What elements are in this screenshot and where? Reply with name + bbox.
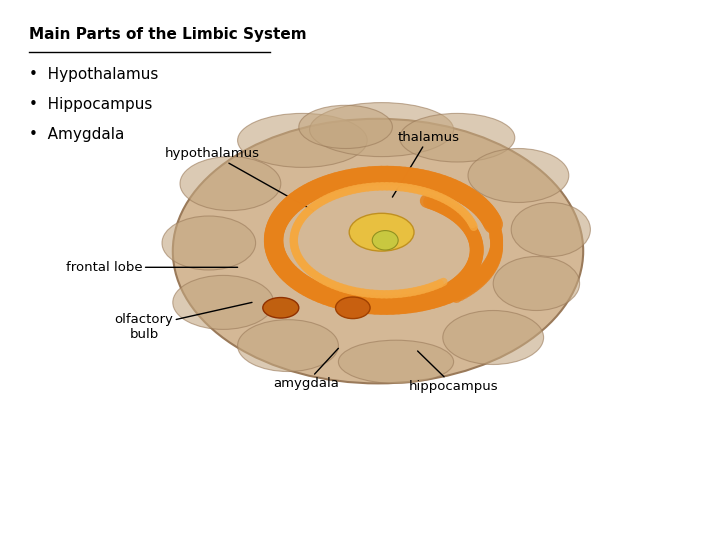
Ellipse shape <box>180 157 281 211</box>
Ellipse shape <box>173 275 274 329</box>
Text: amygdala: amygdala <box>273 348 339 390</box>
Ellipse shape <box>493 256 580 310</box>
Ellipse shape <box>338 340 454 383</box>
Ellipse shape <box>310 103 454 157</box>
Ellipse shape <box>263 298 299 318</box>
Text: thalamus: thalamus <box>392 131 459 197</box>
Ellipse shape <box>400 113 515 162</box>
Text: •  Hypothalamus: • Hypothalamus <box>29 68 158 83</box>
Text: olfactory
bulb: olfactory bulb <box>114 302 252 341</box>
Ellipse shape <box>299 105 392 148</box>
Ellipse shape <box>162 216 256 270</box>
Ellipse shape <box>238 113 367 167</box>
Circle shape <box>372 231 398 250</box>
Text: Main Parts of the Limbic System: Main Parts of the Limbic System <box>29 27 307 42</box>
Text: •  Amygdala: • Amygdala <box>29 127 124 142</box>
Text: hippocampus: hippocampus <box>409 351 498 393</box>
Ellipse shape <box>443 310 544 365</box>
Text: hypothalamus: hypothalamus <box>165 147 313 211</box>
Text: •  Hippocampus: • Hippocampus <box>29 97 152 112</box>
Ellipse shape <box>511 202 590 256</box>
Ellipse shape <box>349 213 414 251</box>
Ellipse shape <box>336 297 370 319</box>
Ellipse shape <box>468 148 569 202</box>
Ellipse shape <box>173 119 583 383</box>
Ellipse shape <box>238 320 338 372</box>
Text: frontal lobe: frontal lobe <box>66 261 238 274</box>
